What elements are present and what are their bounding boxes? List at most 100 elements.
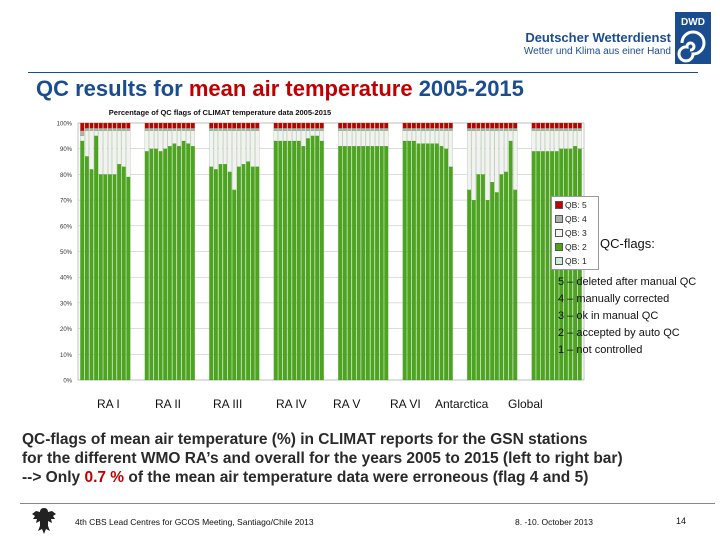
footer-meeting: 4th CBS Lead Centres for GCOS Meeting, S… [75, 517, 314, 527]
bar-segment [370, 146, 375, 381]
bar-segment [167, 146, 172, 381]
caption: QC-flags of mean air temperature (%) in … [22, 430, 717, 487]
region-label: RA VI [390, 397, 421, 411]
bar-segment [361, 122, 366, 129]
bar-segment [154, 148, 158, 381]
bar-segment [190, 128, 195, 131]
bar-segment [568, 130, 573, 149]
org-tagline: Wetter und Klima aus einer Hand [523, 46, 671, 57]
bar-segment [425, 143, 430, 381]
bar-segment [559, 130, 564, 149]
bar-segment [246, 130, 251, 162]
bar-segment [370, 130, 375, 147]
bar-segment [232, 128, 237, 131]
bar-segment [485, 130, 490, 201]
bar-segment [112, 174, 117, 381]
bar-segment [342, 146, 347, 381]
bar-segment [223, 128, 228, 131]
bar-segment [554, 130, 559, 152]
bar-segment [177, 146, 181, 381]
bar-segment [250, 128, 255, 131]
bar-segment [278, 122, 283, 129]
bar-segment [559, 122, 564, 129]
bar-segment [545, 130, 550, 152]
bar-segment [98, 174, 103, 381]
bar-segment [315, 130, 320, 136]
bar-segment [232, 130, 237, 190]
bar-segment [273, 140, 278, 381]
bar-segment [306, 138, 310, 381]
bar-segment [342, 122, 347, 129]
bar-segment [416, 122, 421, 129]
bar-segment [481, 122, 485, 129]
bar-segment [241, 130, 246, 165]
bar-segment [94, 130, 99, 136]
bar-segment [84, 130, 89, 157]
bar-segment [375, 122, 380, 129]
bar-segment [158, 122, 163, 129]
bar-segment [407, 130, 412, 142]
bar-segment [365, 146, 370, 381]
bar-segment [448, 166, 453, 381]
legend-item-qb2: QB: 2 [555, 241, 587, 253]
bar-segment [103, 122, 108, 129]
bar-segment [218, 164, 223, 381]
bar-segment [563, 130, 568, 149]
bar-segment [310, 122, 315, 129]
caption-highlight: 0.7 % [84, 469, 125, 486]
bar-segment [563, 128, 568, 131]
bar-segment [490, 182, 495, 381]
bar-segment [84, 156, 89, 381]
bar-segment [467, 128, 472, 131]
bar-segment [550, 130, 555, 152]
bar-segment [278, 130, 283, 142]
footer-date: 8. -10. October 2013 [515, 517, 593, 527]
bar-segment [347, 128, 352, 131]
legend-label: QB: 4 [565, 214, 587, 224]
title-rule [28, 72, 698, 73]
bar-segment [563, 122, 568, 129]
bar-segment [504, 128, 508, 131]
bar-segment [172, 143, 177, 381]
bar-segment [218, 128, 223, 131]
bar-segment [319, 128, 324, 131]
bar-segment [227, 130, 232, 172]
bar-segment [407, 128, 412, 131]
bar-segment [536, 128, 541, 131]
caption-line: QC-flags of mean air temperature (%) in … [22, 431, 588, 448]
bar-segment [434, 122, 439, 129]
bar-segment [121, 122, 126, 129]
flag-description: 2 – accepted by auto QC [558, 327, 680, 339]
bar-segment [246, 128, 251, 131]
bar-segment [126, 128, 131, 131]
bar-segment [444, 122, 449, 129]
bar-segment [126, 130, 131, 178]
bar-segment [121, 128, 126, 131]
bar-segment [227, 122, 232, 129]
bar-segment [494, 128, 499, 131]
bar-segment [177, 122, 181, 129]
bar-segment [573, 128, 578, 131]
bar-segment [296, 130, 301, 142]
bar-segment [163, 128, 168, 131]
bar-segment [407, 122, 412, 129]
bar-segment [301, 146, 306, 381]
bar-segment [481, 128, 485, 131]
bar-segment [273, 122, 278, 129]
region-label: RA II [155, 397, 182, 411]
bar-segment [448, 130, 453, 167]
bar-segment [384, 146, 389, 381]
y-tick-label: 60% [60, 224, 73, 230]
bar-segment [292, 122, 297, 129]
bar-segment [568, 122, 573, 129]
bar-segment [476, 130, 481, 175]
bar-segment [301, 128, 306, 131]
bar-segment [499, 174, 504, 381]
bar-segment [80, 135, 85, 142]
bar-segment [568, 128, 573, 131]
bar-segment [107, 174, 112, 381]
bar-segment [577, 128, 582, 131]
bar-segment [402, 140, 407, 381]
bar-segment [255, 130, 260, 167]
bar-segment [292, 128, 297, 131]
